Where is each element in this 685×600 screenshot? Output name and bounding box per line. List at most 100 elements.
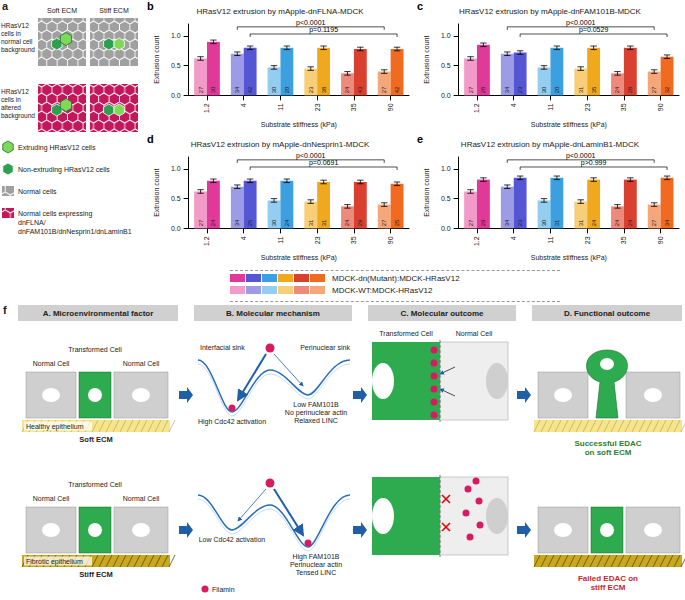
svg-text:cells in: cells in	[1, 30, 21, 37]
svg-text:1.0: 1.0	[441, 165, 451, 172]
svg-text:23: 23	[314, 103, 321, 111]
svg-text:Normal Cell: Normal Cell	[123, 495, 160, 502]
svg-text:HRasV12 extrusion by mApple-dn: HRasV12 extrusion by mApple-dnNesprin1-M…	[191, 140, 370, 149]
svg-text:20: 20	[284, 86, 290, 93]
svg-text:25: 25	[247, 219, 253, 226]
svg-text:Relaxed LINC: Relaxed LINC	[294, 417, 338, 424]
svg-text:90: 90	[387, 103, 394, 111]
svg-text:35: 35	[350, 103, 357, 111]
svg-text:23: 23	[314, 236, 321, 244]
svg-text:35: 35	[350, 236, 357, 244]
svg-text:34: 34	[234, 86, 240, 93]
svg-text:1.2: 1.2	[473, 236, 480, 246]
svg-text:23: 23	[584, 236, 591, 244]
svg-text:Perinuclear sink: Perinuclear sink	[300, 344, 350, 351]
svg-text:27: 27	[381, 219, 387, 226]
svg-text:27: 27	[381, 86, 387, 93]
svg-text:Non-extruding HRasV12 cells: Non-extruding HRasV12 cells	[18, 166, 110, 174]
svg-text:4: 4	[240, 103, 247, 107]
svg-text:31: 31	[578, 219, 584, 226]
svg-text:1.0: 1.0	[171, 32, 181, 39]
svg-text:Soft ECM: Soft ECM	[79, 435, 112, 444]
svg-text:34: 34	[664, 219, 670, 226]
svg-text:28: 28	[627, 86, 633, 93]
svg-text:B. Molecular mechanism: B. Molecular mechanism	[226, 309, 320, 318]
svg-text:32: 32	[664, 86, 670, 93]
svg-text:Low Cdc42 activation: Low Cdc42 activation	[199, 536, 266, 543]
svg-text:11: 11	[547, 236, 554, 243]
svg-text:Transformed Cell: Transformed Cell	[68, 481, 122, 488]
svg-text:Extrusion count: Extrusion count	[153, 169, 160, 217]
svg-text:0.0: 0.0	[441, 92, 451, 99]
svg-text:23: 23	[584, 103, 591, 111]
svg-text:11: 11	[277, 103, 284, 110]
svg-text:High Cdc42 activation: High Cdc42 activation	[198, 418, 266, 426]
svg-text:Extrusion count: Extrusion count	[423, 36, 430, 84]
svg-text:Substrate stiffness (kPa): Substrate stiffness (kPa)	[261, 254, 337, 262]
svg-text:p=0.1195: p=0.1195	[309, 26, 338, 34]
svg-text:a: a	[2, 0, 9, 12]
svg-text:background: background	[1, 112, 35, 120]
svg-text:30: 30	[210, 86, 216, 93]
svg-text:35: 35	[620, 236, 627, 244]
svg-text:dnFLNA/: dnFLNA/	[18, 219, 46, 226]
svg-text:34: 34	[234, 219, 240, 226]
svg-text:Stiff ECM: Stiff ECM	[79, 570, 112, 579]
svg-text:42: 42	[247, 86, 253, 93]
svg-text:38: 38	[321, 86, 327, 93]
svg-text:1.0: 1.0	[171, 165, 181, 172]
svg-text:24: 24	[627, 219, 633, 226]
svg-text:24: 24	[591, 219, 597, 226]
svg-text:D. Functional outcome: D. Functional outcome	[564, 309, 651, 318]
svg-text:C. Molecular outcome: C. Molecular outcome	[400, 309, 484, 318]
svg-text:23: 23	[517, 86, 523, 93]
svg-text:42: 42	[394, 86, 400, 93]
svg-text:27: 27	[198, 219, 204, 226]
svg-text:Fibrotic epithelium: Fibrotic epithelium	[26, 558, 83, 566]
svg-text:24: 24	[284, 219, 290, 226]
svg-text:HRasV12: HRasV12	[1, 22, 29, 29]
svg-text:27: 27	[468, 219, 474, 226]
svg-text:1.2: 1.2	[473, 103, 480, 113]
svg-text:f: f	[3, 304, 7, 316]
svg-text:0.5: 0.5	[171, 195, 181, 202]
svg-text:Transformed Cell: Transformed Cell	[379, 330, 433, 337]
svg-text:28: 28	[480, 86, 486, 93]
svg-text:Failed EDAC on: Failed EDAC on	[578, 574, 638, 583]
svg-text:90: 90	[657, 236, 664, 244]
svg-text:27: 27	[468, 86, 474, 93]
svg-text:0.0: 0.0	[441, 225, 451, 232]
svg-text:20: 20	[554, 86, 560, 93]
svg-text:Normal cells expressing: Normal cells expressing	[18, 210, 92, 218]
svg-text:Extrusion count: Extrusion count	[423, 169, 430, 217]
svg-text:HRasV12 extrusion by mApple-dn: HRasV12 extrusion by mApple-dnLaminB1-MD…	[461, 140, 640, 149]
svg-text:30: 30	[271, 86, 277, 93]
svg-text:Substrate stiffness (kPa): Substrate stiffness (kPa)	[531, 254, 607, 262]
svg-text:background: background	[1, 46, 35, 54]
svg-text:1.0: 1.0	[441, 32, 451, 39]
svg-text:30: 30	[541, 86, 547, 93]
svg-text:dnFAM101B/dnNesprin1/dnLaminB1: dnFAM101B/dnNesprin1/dnLaminB1	[18, 228, 132, 236]
svg-text:27: 27	[198, 86, 204, 93]
svg-text:Normal Cell: Normal Cell	[456, 330, 493, 337]
svg-text:HRasV12 extrusion by mApple-dn: HRasV12 extrusion by mApple-dnFAM101B-MD…	[459, 7, 642, 16]
svg-text:Substrate stiffness (kPa): Substrate stiffness (kPa)	[261, 121, 337, 129]
svg-text:11: 11	[547, 103, 554, 110]
svg-text:24: 24	[344, 86, 350, 93]
svg-text:Normal cells: Normal cells	[18, 188, 57, 195]
svg-text:90: 90	[657, 103, 664, 111]
svg-text:0.5: 0.5	[441, 62, 451, 69]
svg-text:Healthy epithelium: Healthy epithelium	[26, 423, 84, 431]
svg-text:Low FAM101B: Low FAM101B	[293, 401, 339, 408]
svg-text:1.2: 1.2	[203, 236, 210, 246]
svg-text:HRasV12 extrusion by mApple-dn: HRasV12 extrusion by mApple-dnFLNA-MDCK	[196, 7, 364, 16]
svg-text:43: 43	[357, 86, 363, 93]
svg-text:25: 25	[394, 219, 400, 226]
svg-text:p=0.0691: p=0.0691	[309, 159, 338, 167]
svg-text:4: 4	[510, 103, 517, 107]
svg-text:31: 31	[321, 219, 327, 226]
svg-text:Extrusion count: Extrusion count	[153, 36, 160, 84]
svg-text:High FAM101B: High FAM101B	[292, 553, 339, 561]
svg-text:24: 24	[614, 219, 620, 226]
svg-text:0.0: 0.0	[171, 225, 181, 232]
